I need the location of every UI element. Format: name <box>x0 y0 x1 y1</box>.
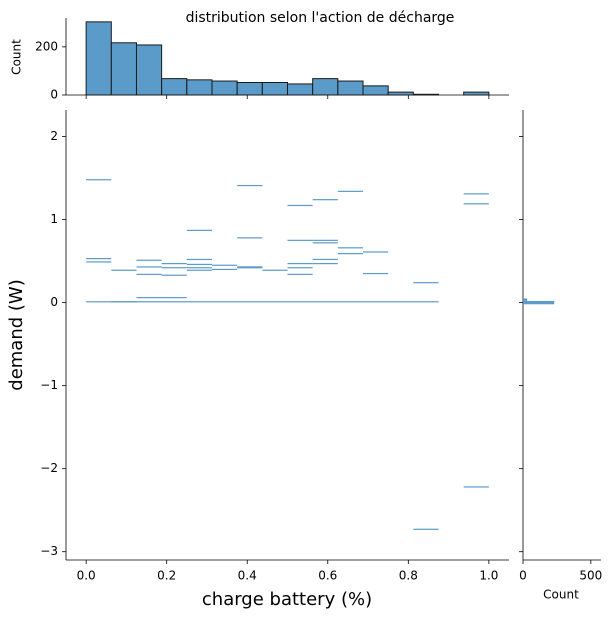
top-hist-bar <box>161 78 188 96</box>
heat-cell <box>136 266 162 268</box>
heat-cell <box>287 262 313 265</box>
x-tick-label: 0.4 <box>238 569 257 583</box>
heat-cell <box>312 258 338 261</box>
heat-cell <box>211 264 238 266</box>
top-y-tick-label: 0 <box>50 88 58 102</box>
heat-cell <box>111 269 137 271</box>
heat-cell <box>312 262 338 265</box>
heat-cell <box>237 184 263 187</box>
top-hist-bar <box>85 21 112 96</box>
heat-cell <box>363 251 389 253</box>
heat-cell <box>413 282 439 284</box>
heat-cell <box>86 258 112 260</box>
top-hist-bar <box>412 93 440 96</box>
heat-cell <box>363 272 389 275</box>
heat-cell <box>287 204 313 207</box>
y-tick-label: −3 <box>40 544 58 558</box>
top-hist-bar <box>211 80 238 96</box>
heat-cell <box>237 267 263 269</box>
y-tick-label: −1 <box>40 378 58 392</box>
heat-cell <box>312 199 338 201</box>
heat-cell <box>337 190 364 192</box>
right-x-tick-label: 500 <box>579 569 602 583</box>
heat-cell <box>136 273 162 275</box>
x-tick-label: 1.0 <box>479 569 498 583</box>
heat-cell <box>86 179 112 181</box>
top-hist-bar <box>135 44 163 96</box>
heat-cell <box>337 247 364 249</box>
y-tick-label: 0 <box>50 295 58 309</box>
heat-cell <box>337 253 364 255</box>
chart-title: distribution selon l'action de décharge <box>186 10 455 26</box>
heat-cell <box>186 269 212 271</box>
heat-cell <box>186 267 212 269</box>
top-hist-bar <box>287 83 314 96</box>
top-hist-bar <box>337 80 364 96</box>
heat-cell <box>463 203 489 205</box>
heat-cell <box>111 301 137 303</box>
heat-cell <box>262 269 288 271</box>
right-hist-bar <box>523 300 555 305</box>
top-hist-bar <box>463 91 490 96</box>
heat-cell <box>86 261 112 263</box>
top-hist-label: Count <box>10 39 24 75</box>
top-hist-bar <box>110 42 137 96</box>
heat-cell <box>161 274 187 276</box>
x-tick-label: 0.6 <box>318 569 337 583</box>
heat-cell <box>186 229 212 231</box>
x-tick-label: 0.2 <box>157 569 176 583</box>
y-tick-label: −2 <box>40 461 58 475</box>
y-tick-label: 1 <box>50 212 58 226</box>
heat-cell <box>287 267 313 269</box>
heat-cell <box>237 266 263 268</box>
y-tick-label: 2 <box>50 129 58 143</box>
heat-cell <box>136 259 162 261</box>
heat-cell <box>211 268 238 271</box>
heat-cell <box>287 273 313 275</box>
heat-cell <box>136 297 187 299</box>
right-hist-label: Count <box>543 588 579 602</box>
heat-cell <box>463 193 489 195</box>
top-hist-bar <box>312 78 339 96</box>
top-y-tick-label: 200 <box>35 39 58 53</box>
heat-cell <box>186 258 212 261</box>
top-hist-bar <box>362 85 389 96</box>
heat-cell <box>186 263 212 266</box>
top-hist-bar <box>186 79 213 96</box>
heat-cell <box>312 242 338 244</box>
heat-cell <box>86 301 439 303</box>
heat-cell <box>312 239 338 241</box>
right-hist-bar <box>523 298 528 301</box>
x-tick-label: 0.0 <box>77 569 96 583</box>
x-axis-label: charge battery (%) <box>202 589 372 610</box>
heat-cell <box>413 528 439 530</box>
x-tick-label: 0.8 <box>399 569 418 583</box>
right-x-tick-label: 0 <box>519 569 527 583</box>
heat-cell <box>463 486 489 488</box>
heat-cell <box>287 239 313 241</box>
heat-cell <box>161 262 187 265</box>
heat-cell <box>237 237 263 239</box>
y-axis-label: demand (W) <box>6 279 27 390</box>
heat-cell <box>161 267 187 269</box>
top-hist-bar <box>387 91 414 96</box>
top-hist-bar <box>236 81 263 96</box>
top-hist-bar <box>261 81 289 96</box>
